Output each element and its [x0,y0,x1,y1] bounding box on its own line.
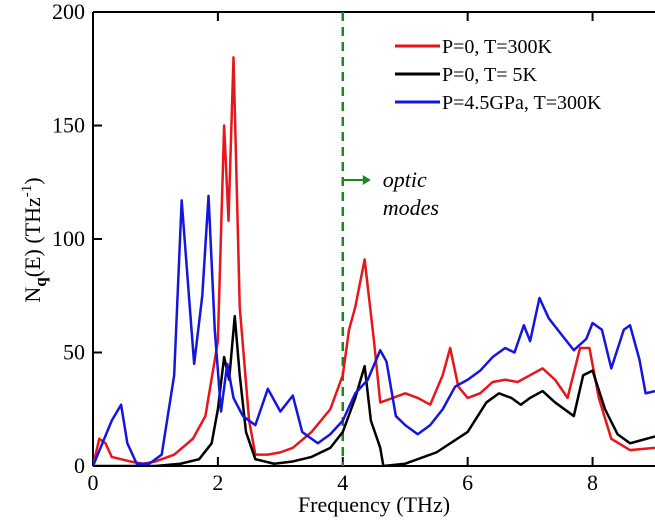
y-tick-label: 150 [52,113,85,138]
x-tick-label: 4 [337,470,348,495]
y-tick-label: 200 [52,0,85,24]
x-axis-label: Frequency (THz) [298,492,450,517]
plot-area [93,56,655,466]
arrow-head [362,175,371,185]
y-tick-label: 100 [52,226,85,251]
y-axis-label: Nq(E) (THz-1) [19,177,50,302]
legend-label: P=4.5GPa, T=300K [442,92,602,114]
y-label-sup: -1 [19,185,35,198]
x-tick-label: 8 [587,470,598,495]
series-line [93,56,655,466]
series-line [93,314,655,466]
legend-label: P=0, T= 5K [442,64,538,86]
legend-label: P=0, T=300K [442,36,553,58]
y-label-sub: q [31,277,50,287]
y-tick-label: 0 [74,453,85,478]
annotation-text: optic [383,167,427,192]
y-label-rest: (E) (THz [20,197,45,277]
annotation-text: modes [383,195,439,220]
x-tick-label: 0 [88,470,99,495]
x-tick-label: 2 [212,470,223,495]
y-label-end: ) [20,177,45,184]
x-tick-label: 6 [462,470,473,495]
y-tick-label: 50 [63,340,85,365]
y-label-base: N [20,287,45,303]
series-line [93,194,655,466]
